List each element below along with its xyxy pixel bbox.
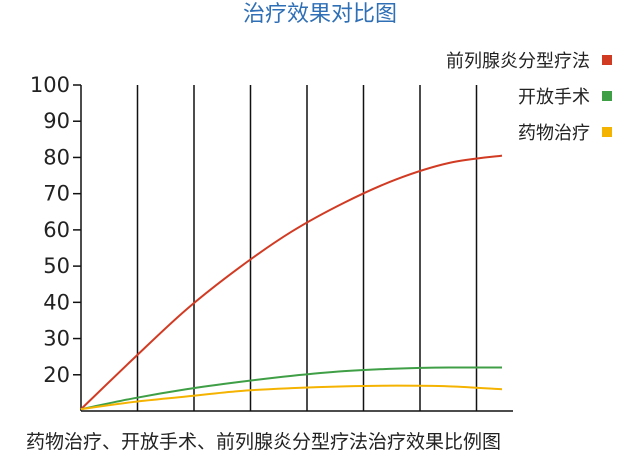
legend-label: 药物治疗: [518, 123, 590, 144]
series-line: [80, 366, 503, 411]
y-tick-label: 80: [43, 145, 70, 169]
y-tick-label: 50: [43, 254, 70, 278]
y-tick-label: 20: [43, 363, 70, 387]
y-tick-label: 100: [30, 73, 70, 97]
legend: 前列腺炎分型疗法开放手术药物治疗: [352, 44, 612, 152]
legend-item: 药物治疗: [352, 116, 612, 148]
series-line: [80, 154, 503, 410]
legend-item: 开放手术: [352, 80, 612, 112]
legend-swatch: [602, 127, 612, 137]
y-tick-label: 90: [43, 109, 70, 133]
chart-title: 治疗效果对比图: [242, 2, 397, 27]
legend-item: 前列腺炎分型疗法: [352, 44, 612, 76]
series-line: [80, 384, 503, 411]
legend-swatch: [602, 55, 612, 65]
y-tick-label: 30: [43, 327, 70, 351]
chart-caption: 药物治疗、开放手术、前列腺炎分型疗法治疗效果比例图: [26, 431, 502, 453]
legend-label: 前列腺炎分型疗法: [446, 51, 590, 72]
legend-label: 开放手术: [518, 87, 590, 108]
y-tick-label: 60: [43, 218, 70, 242]
legend-swatch: [602, 91, 612, 101]
y-tick-label: 40: [43, 290, 70, 314]
y-tick-label: 70: [43, 182, 70, 206]
